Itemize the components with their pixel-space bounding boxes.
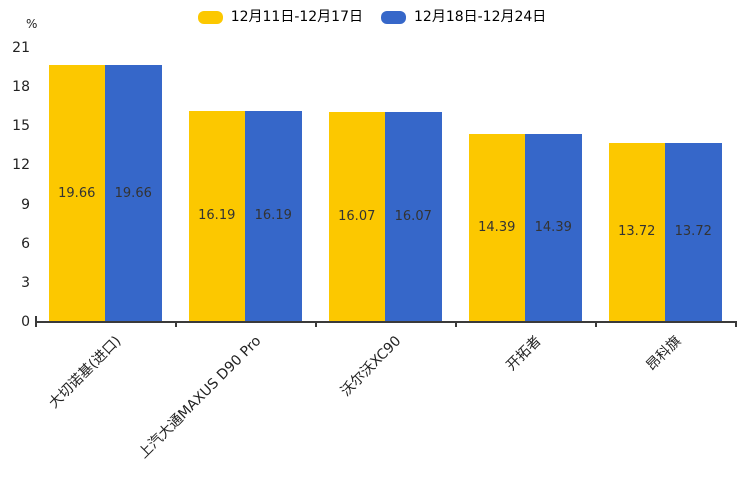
y-tick-label: 3 xyxy=(21,274,30,291)
x-axis-tick xyxy=(595,323,597,327)
y-tick-label: 18 xyxy=(12,79,30,96)
x-axis-tick xyxy=(735,323,737,327)
bar-12月11日-12月17日-上汽大通MAXUS D90 Pro[interactable] xyxy=(188,110,245,322)
y-tick-label: 0 xyxy=(21,314,30,330)
bar-12月18日-12月24日-上汽大通MAXUS D90 Pro[interactable] xyxy=(245,110,302,322)
bar-12月18日-12月24日-昂科旗[interactable] xyxy=(665,142,722,322)
bar-value-label: 14.39 xyxy=(478,220,516,236)
bar-value-label: 19.66 xyxy=(114,185,152,201)
bar-value-label: 19.66 xyxy=(58,185,96,201)
x-tick-label: 大切诺基(进口) xyxy=(45,333,125,412)
x-tick-label: 开拓者 xyxy=(503,333,545,375)
bar-12月11日-12月17日-大切诺基(进口)[interactable] xyxy=(48,65,105,322)
legend-label: 12月18日-12月24日 xyxy=(414,9,547,25)
bar-12月11日-12月17日-开拓者[interactable] xyxy=(468,134,525,322)
x-tick-label: 上汽大通MAXUS D90 Pro xyxy=(135,333,265,462)
bar-value-label: 14.39 xyxy=(534,220,572,236)
x-axis-tick xyxy=(35,323,37,327)
legend-label: 12月11日-12月17日 xyxy=(230,9,363,25)
bar-12月18日-12月24日-大切诺基(进口)[interactable] xyxy=(105,65,162,322)
bar-value-label: 13.72 xyxy=(674,224,712,240)
x-axis-line xyxy=(35,321,737,323)
y-tick-label: 12 xyxy=(12,157,30,174)
x-tick-label: 沃尔沃XC90 xyxy=(337,333,405,400)
bar-12月11日-12月17日-昂科旗[interactable] xyxy=(608,142,665,322)
bar-value-label: 13.72 xyxy=(618,224,656,240)
y-tick-label: 15 xyxy=(12,118,30,135)
x-axis-tick xyxy=(175,323,177,327)
y-tick-label: 6 xyxy=(21,235,30,252)
x-axis-tick xyxy=(315,323,317,327)
y-axis-unit-label: % xyxy=(26,17,38,31)
bar-value-label: 16.19 xyxy=(254,208,292,224)
legend: 12月11日-12月17日 12月18日-12月24日 xyxy=(0,7,744,27)
bar-12月18日-12月24日-沃尔沃XC90[interactable] xyxy=(385,112,442,322)
bar-value-label: 16.07 xyxy=(394,209,432,225)
bar-value-label: 16.19 xyxy=(198,208,236,224)
legend-swatch-icon xyxy=(197,10,223,24)
y-axis-stub xyxy=(35,316,37,322)
x-tick-label: 昂科旗 xyxy=(643,333,685,375)
legend-item-1[interactable]: 12月18日-12月24日 xyxy=(381,9,546,25)
y-tick-label: 9 xyxy=(21,196,30,213)
y-tick-label: 21 xyxy=(12,40,30,56)
bar-12月11日-12月17日-沃尔沃XC90[interactable] xyxy=(328,112,385,322)
bar-value-label: 16.07 xyxy=(338,209,376,225)
legend-item-0[interactable]: 12月11日-12月17日 xyxy=(197,9,363,25)
bar-12月18日-12月24日-开拓者[interactable] xyxy=(525,134,582,322)
x-axis-tick xyxy=(455,323,457,327)
legend-swatch-icon xyxy=(381,10,406,24)
